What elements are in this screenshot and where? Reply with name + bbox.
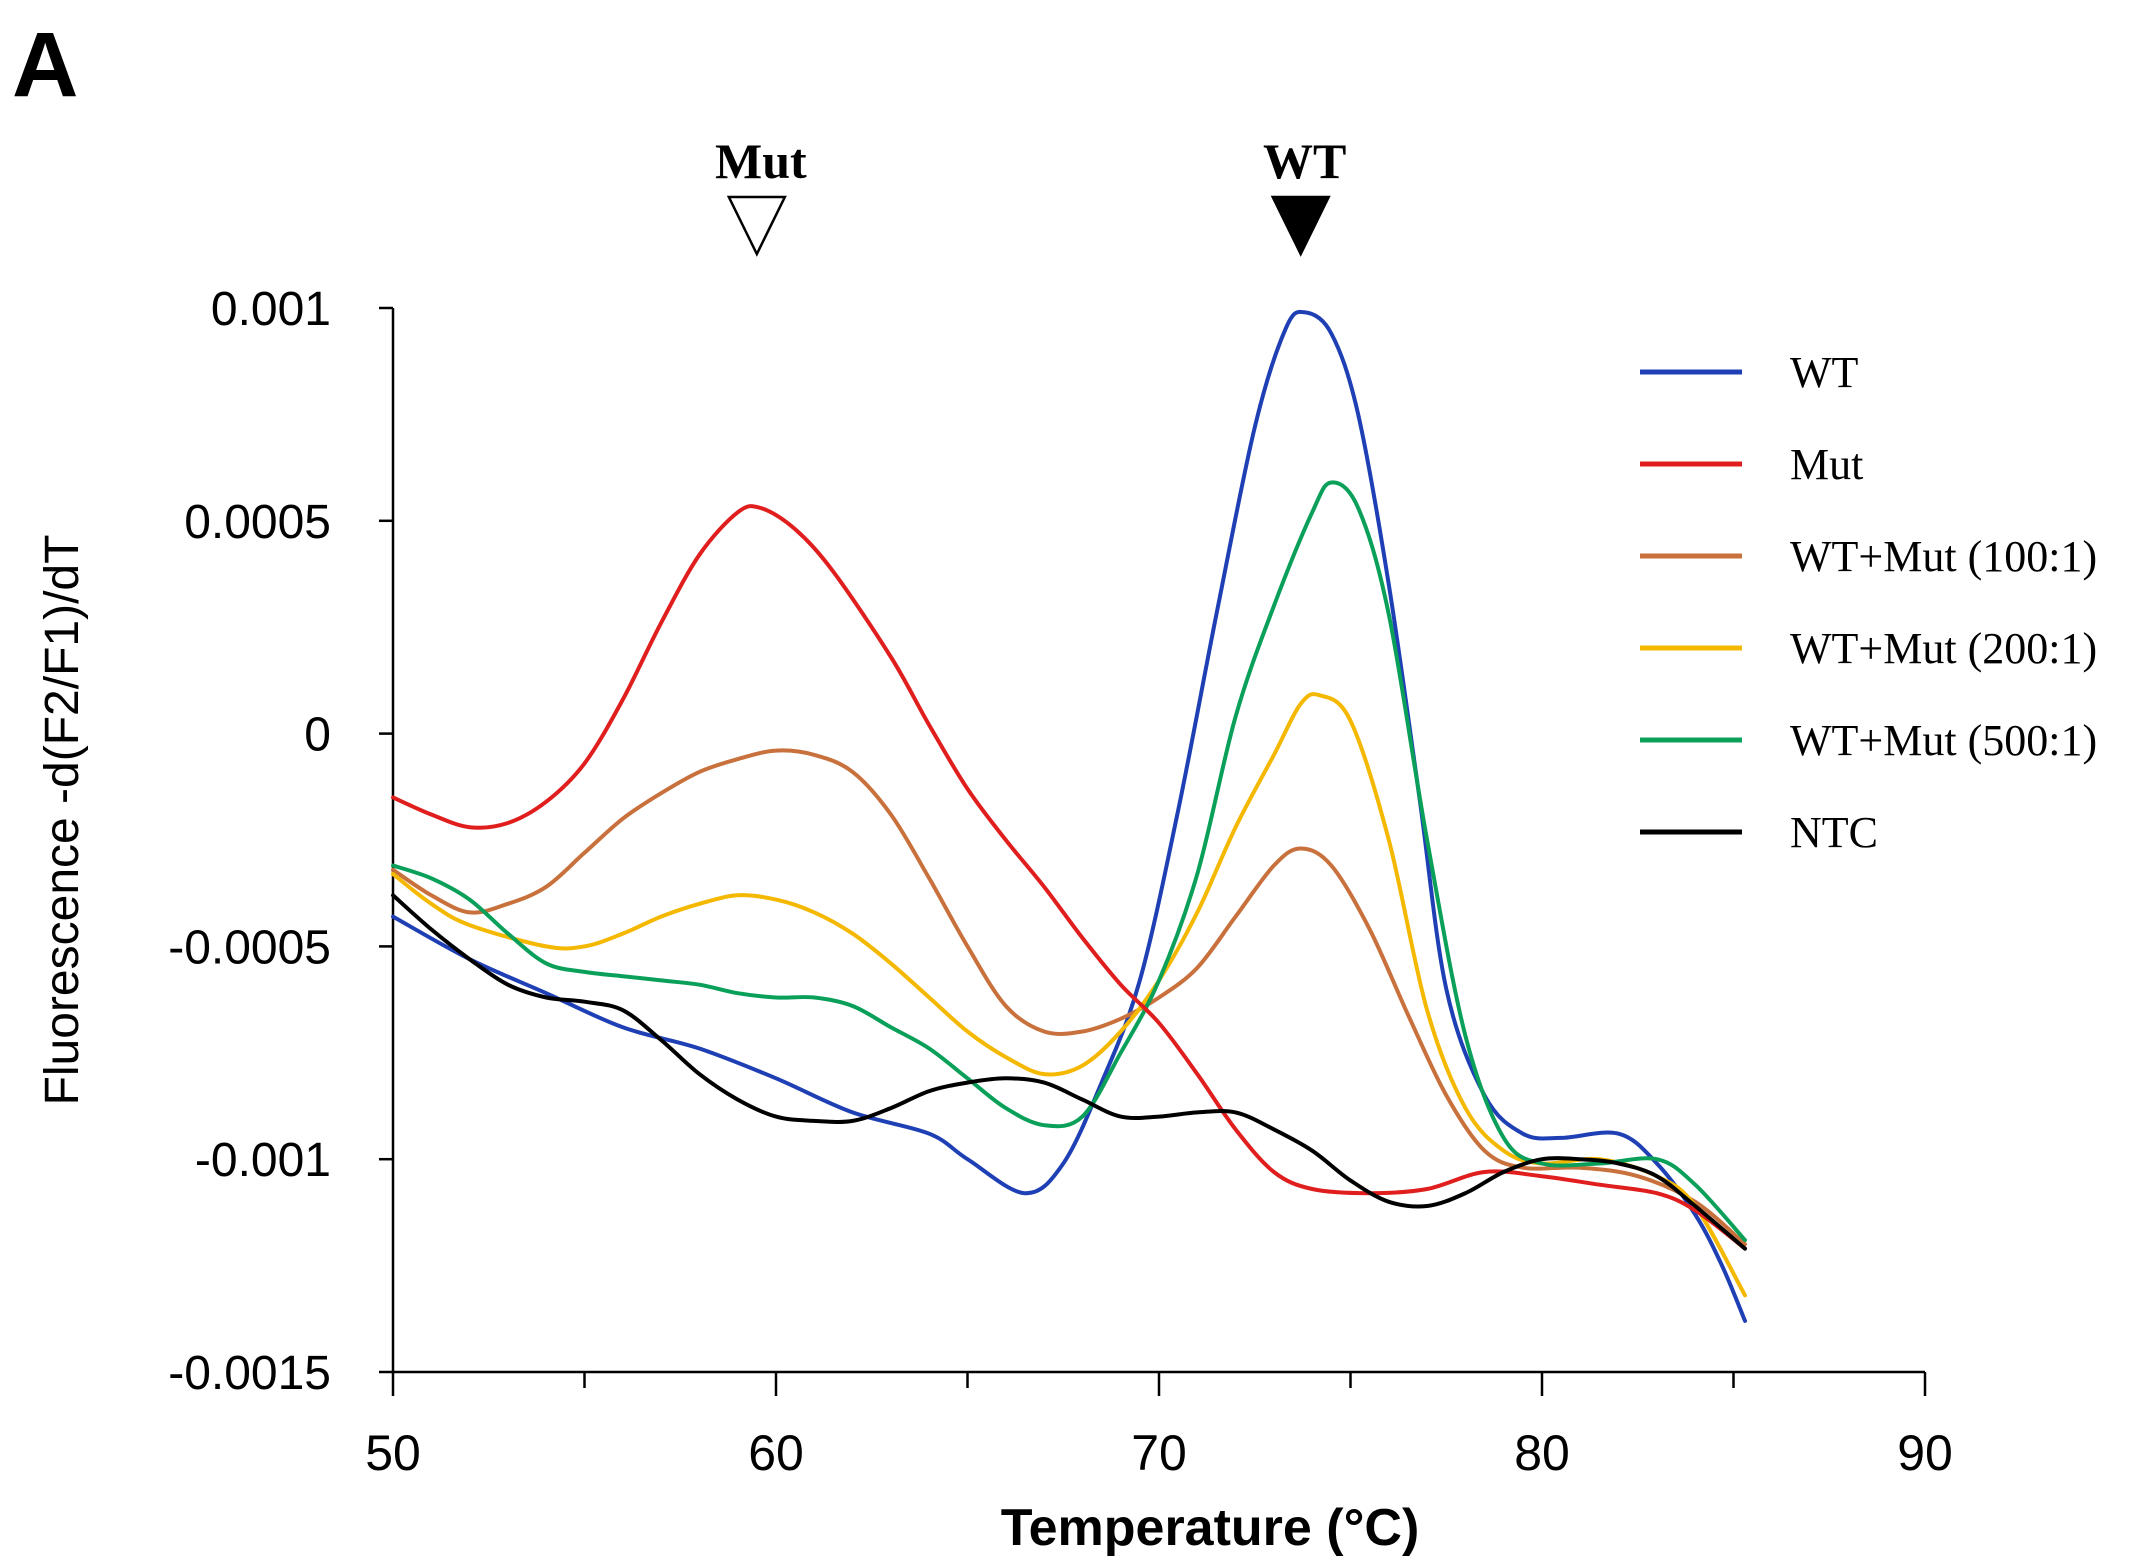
x-tick-label: 50 bbox=[365, 1425, 421, 1481]
y-tick-label: 0.001 bbox=[211, 283, 331, 336]
legend-label-wt-mut-200-1: WT+Mut (200:1) bbox=[1790, 624, 2097, 673]
legend-label-wt-mut-500-1: WT+Mut (500:1) bbox=[1790, 716, 2097, 765]
x-tick-label: 70 bbox=[1131, 1425, 1187, 1481]
open-triangle-down-icon bbox=[726, 195, 787, 257]
series-line-wt-mut-100-1 bbox=[391, 748, 1747, 1247]
series-line-mut bbox=[391, 504, 1747, 1251]
legend: WT Mut WT+Mut (100:1) WT+Mut (200:1) WT+Mut … bbox=[1640, 348, 2097, 857]
legend-label-wt-mut-100-1: WT+Mut (100:1) bbox=[1790, 532, 2097, 581]
axes: 0.001 0.0005 0 -0.0005 -0.001 -0.0015 50 60 70 80… bbox=[168, 283, 1953, 1481]
series-line-wt-mut-200-1 bbox=[391, 692, 1747, 1298]
legend-label-ntc: NTC bbox=[1790, 808, 1878, 857]
y-axis-label: Fluorescence -d(F2/F1)/dT bbox=[36, 535, 89, 1106]
series-lines bbox=[391, 309, 1747, 1323]
y-tick-label: 0.0005 bbox=[184, 496, 331, 549]
series-line-wt bbox=[391, 309, 1747, 1323]
y-tick-label: -0.0005 bbox=[168, 921, 331, 974]
annotation-label-wt: WT bbox=[1263, 133, 1346, 189]
legend-label-wt: WT bbox=[1790, 348, 1859, 397]
panel-label: A bbox=[12, 14, 78, 116]
series-line-ntc bbox=[391, 893, 1747, 1251]
series-line-wt-mut-500-1 bbox=[391, 480, 1747, 1243]
peak-annotations: Mut WT bbox=[715, 133, 1346, 257]
x-tick-label: 90 bbox=[1897, 1425, 1953, 1481]
filled-triangle-down-icon bbox=[1270, 195, 1331, 257]
legend-label-mut: Mut bbox=[1790, 440, 1863, 489]
x-axis-label: Temperature (°C) bbox=[1001, 1499, 1420, 1557]
y-tick-label: -0.001 bbox=[195, 1134, 331, 1187]
annotation-label-mut: Mut bbox=[715, 133, 807, 189]
x-tick-label: 60 bbox=[748, 1425, 804, 1481]
x-tick-label: 80 bbox=[1514, 1425, 1570, 1481]
y-tick-label: 0 bbox=[304, 709, 331, 762]
y-tick-label: -0.0015 bbox=[168, 1347, 331, 1400]
